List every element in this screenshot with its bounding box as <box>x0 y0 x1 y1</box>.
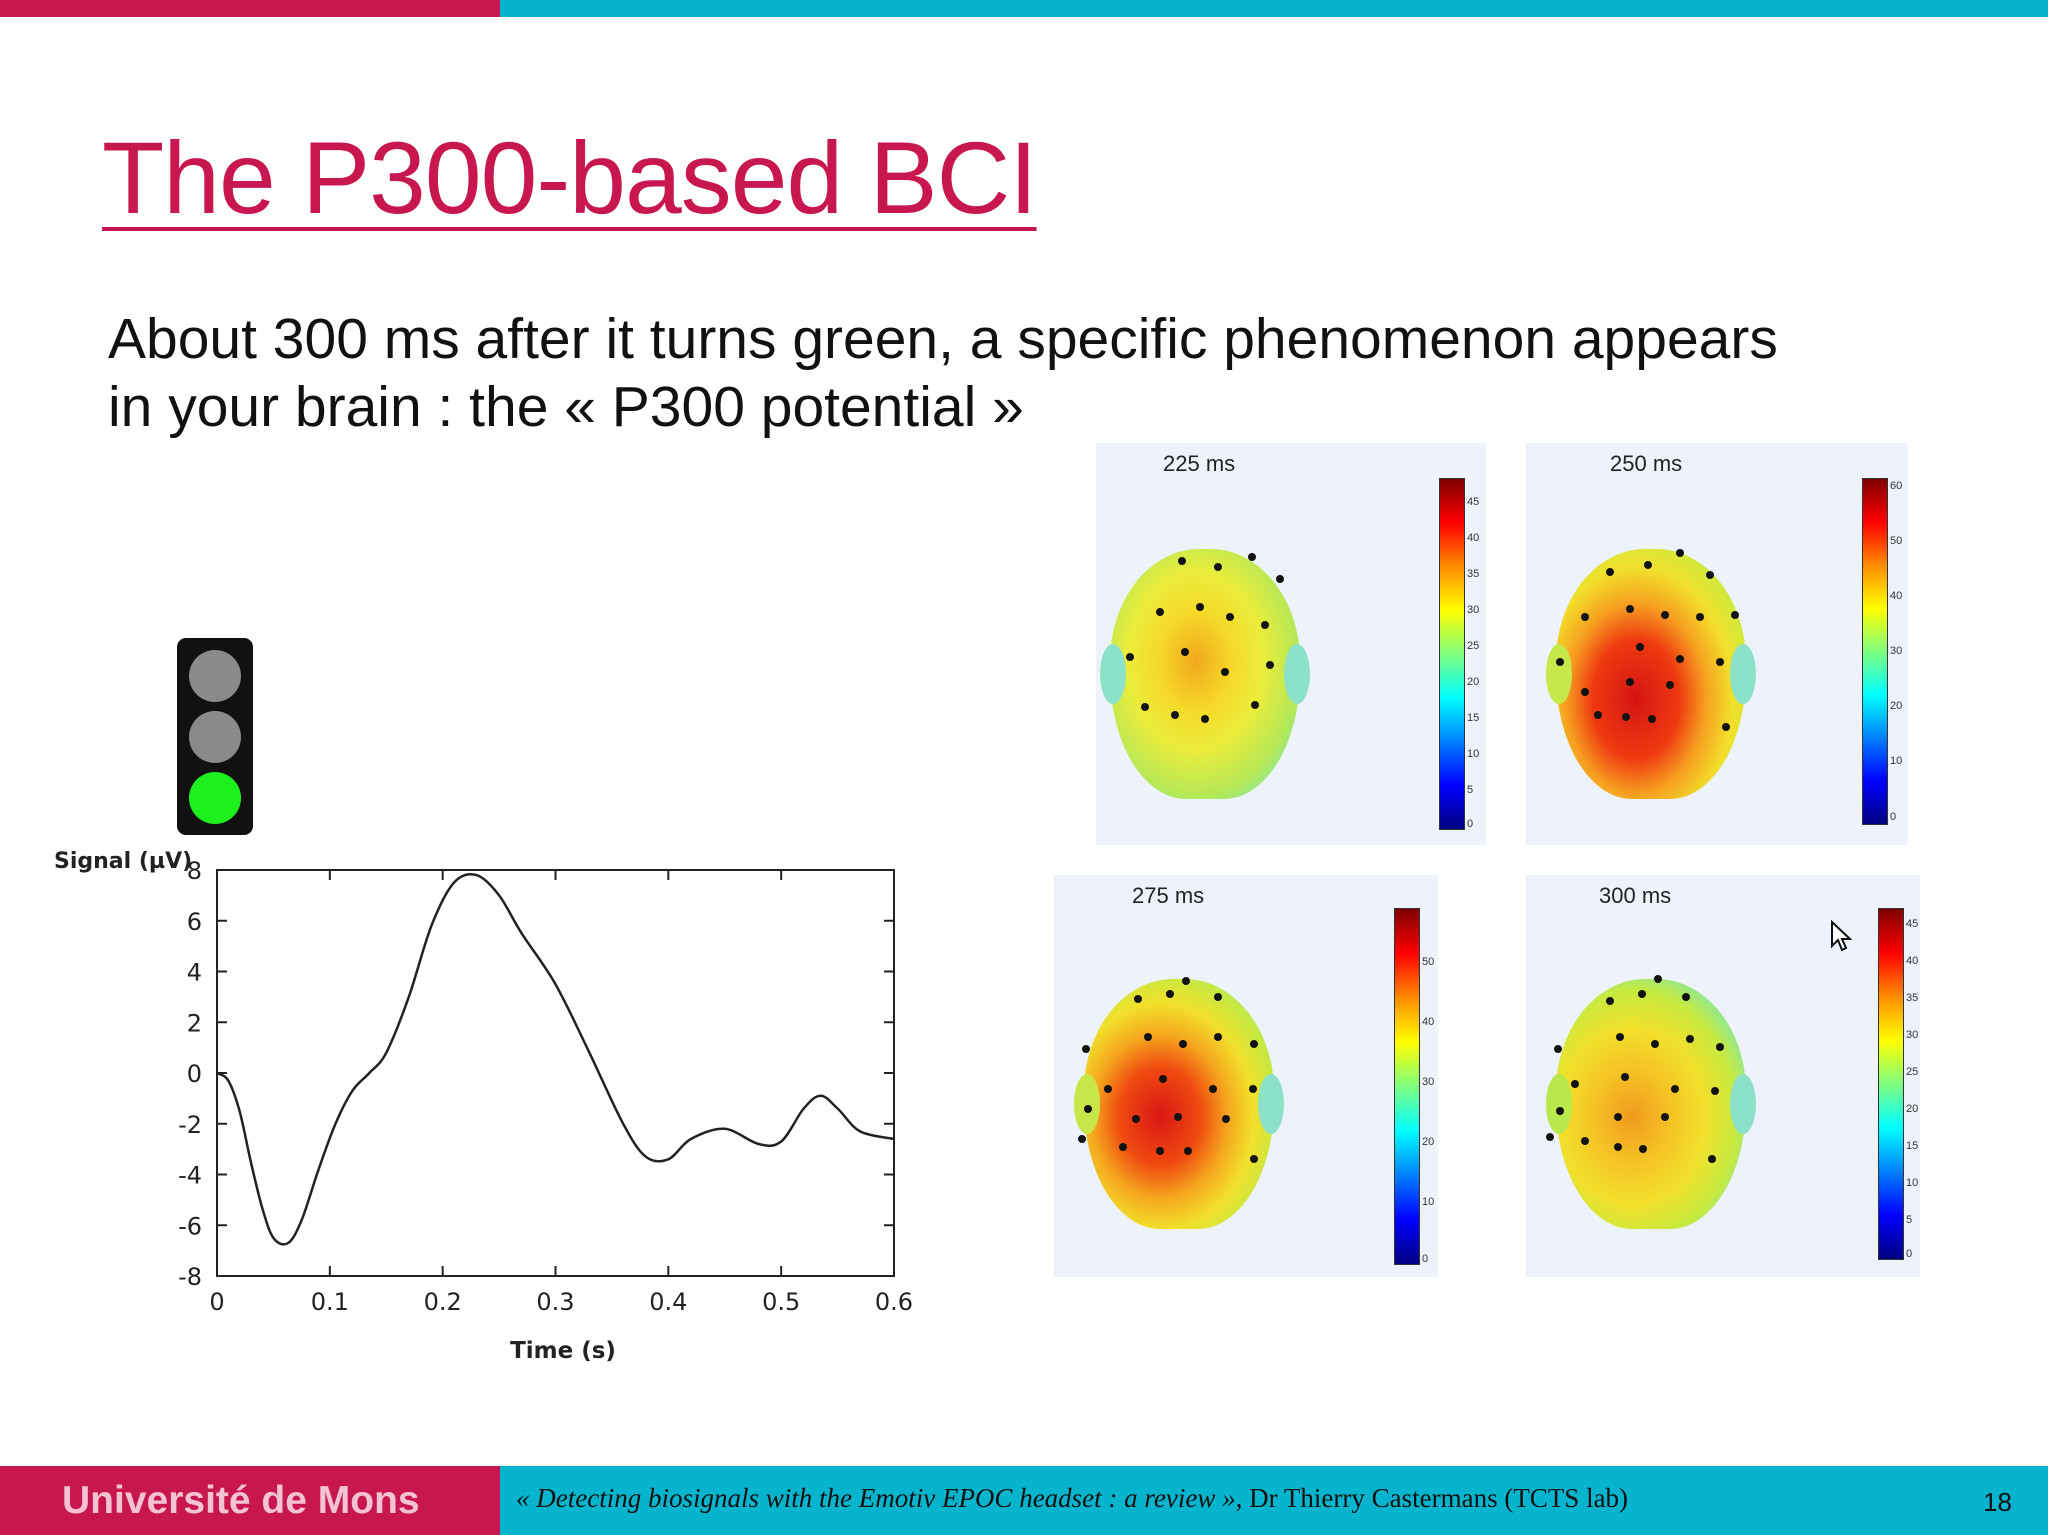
topomap-label: 275 ms <box>1132 883 1205 908</box>
y-tick-label: 2 <box>187 1009 202 1037</box>
x-tick-labels: 0 0.1 0.2 0.3 0.4 0.5 0.6 <box>209 1288 913 1316</box>
y-tick-label: -8 <box>178 1263 202 1291</box>
top-accent-bar-cyan <box>500 0 2048 17</box>
topomap-300ms: 300 ms 45 40 35 30 25 20 15 10 5 0 <box>1526 875 1920 1277</box>
footer-institution: Université de Mons <box>0 1466 500 1535</box>
y-tick-label: -2 <box>178 1111 202 1139</box>
citation-title: « Detecting biosignals with the Emotiv E… <box>516 1483 1243 1513</box>
slide-body-text: About 300 ms after it turns green, a spe… <box>108 305 1988 441</box>
y-tick-label: -6 <box>178 1212 202 1240</box>
x-tick-label: 0 <box>209 1288 224 1316</box>
colorbar <box>1394 908 1420 1265</box>
p300-erp-chart: 8 6 4 2 0 -2 -4 -6 -8 0 0.1 0.2 0.3 0.4 0.5 0.6 Signal… <box>54 849 913 1364</box>
body-line-2: in your brain : the « P300 potential » <box>108 375 1024 439</box>
colorbar <box>1878 908 1904 1260</box>
citation-author: Dr Thierry Castermans (TCTS lab) <box>1249 1483 1629 1513</box>
topomap-225ms: 225 ms 45 40 35 30 25 20 15 10 5 0 <box>1096 443 1486 845</box>
slide-title: The P300-based BCI <box>102 121 1038 235</box>
erp-series-line <box>216 872 895 1246</box>
y-tick-label: 8 <box>187 857 202 885</box>
x-axis-label: Time (s) <box>510 1338 616 1364</box>
head-topography <box>1074 979 1284 1229</box>
body-line-1: About 300 ms after it turns green, a spe… <box>108 307 1778 371</box>
x-tick-label: 0.4 <box>649 1288 687 1316</box>
footer-bar: « Detecting biosignals with the Emotiv E… <box>500 1466 2048 1535</box>
x-tick-label: 0.2 <box>424 1288 462 1316</box>
traffic-light-icon <box>177 638 253 835</box>
axis-ticks <box>216 869 895 1277</box>
traffic-lamp-amber-off <box>189 711 241 763</box>
head-topography <box>1100 549 1310 799</box>
topomap-label: 225 ms <box>1163 451 1236 476</box>
x-tick-label: 0.1 <box>311 1288 349 1316</box>
plot-area <box>216 869 895 1277</box>
colorbar <box>1439 478 1465 830</box>
topomap-250ms: 250 ms 60 50 40 30 20 10 0 <box>1526 443 1908 845</box>
traffic-lamp-green-on <box>189 772 241 824</box>
colorbar <box>1862 478 1888 825</box>
y-tick-labels: 8 6 4 2 0 -2 -4 -6 -8 <box>178 857 202 1291</box>
mouse-cursor-icon <box>1831 920 1852 952</box>
x-tick-label: 0.5 <box>762 1288 800 1316</box>
x-tick-label: 0.3 <box>536 1288 574 1316</box>
topomap-275ms: 275 ms 50 40 30 20 10 0 <box>1054 875 1438 1277</box>
x-tick-label: 0.6 <box>875 1288 913 1316</box>
y-axis-label: Signal (µV) <box>54 849 192 874</box>
head-topography <box>1546 979 1756 1229</box>
y-tick-label: -4 <box>178 1162 202 1190</box>
traffic-lamp-red-off <box>189 650 241 702</box>
y-tick-label: 6 <box>187 908 202 936</box>
topomap-label: 250 ms <box>1610 451 1683 476</box>
footer-citation: « Detecting biosignals with the Emotiv E… <box>516 1466 1628 1530</box>
y-tick-label: 0 <box>187 1060 202 1088</box>
top-accent-bar-red <box>0 0 500 17</box>
page-number: 18 <box>1983 1487 2012 1517</box>
y-tick-label: 4 <box>187 959 202 987</box>
head-topography <box>1546 549 1756 799</box>
topomap-label: 300 ms <box>1599 883 1672 908</box>
